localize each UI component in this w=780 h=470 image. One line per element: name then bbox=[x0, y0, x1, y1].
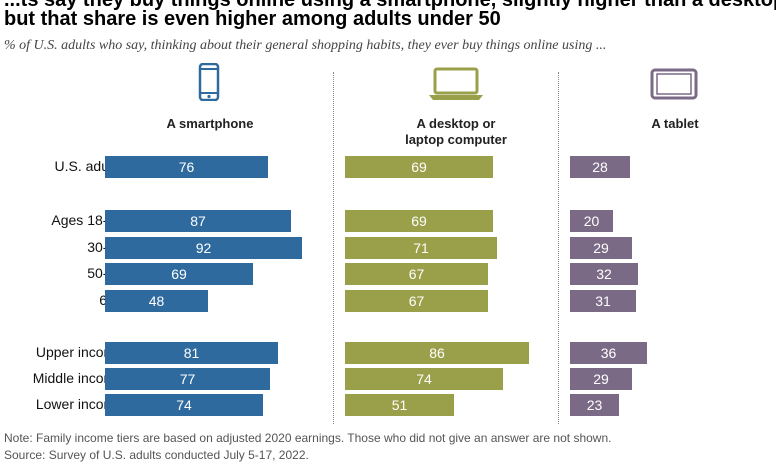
bar-smartphone: 74 bbox=[105, 394, 263, 416]
bar-tablet: 23 bbox=[570, 394, 619, 416]
chart-title-line-2: but that share is even higher among adul… bbox=[4, 8, 501, 29]
column-label-smartphone: A smartphone bbox=[166, 116, 254, 131]
tablet-icon bbox=[650, 68, 698, 100]
row-label: Upper income bbox=[35, 344, 123, 360]
bar-value-label: 74 bbox=[416, 371, 432, 387]
bar-smartphone: 77 bbox=[105, 368, 270, 390]
bar-value-label: 32 bbox=[596, 266, 612, 282]
smartphone-icon bbox=[198, 63, 220, 101]
bar-smartphone: 76 bbox=[105, 156, 268, 178]
column-label-tablet: A tablet bbox=[651, 116, 699, 131]
bar-value-label: 81 bbox=[183, 345, 200, 361]
bar-value-label: 29 bbox=[593, 371, 609, 387]
bar-computer: 71 bbox=[345, 237, 497, 259]
bar-tablet: 36 bbox=[570, 342, 647, 364]
bar-tablet: 28 bbox=[570, 156, 630, 178]
bar-value-label: 69 bbox=[411, 159, 427, 175]
bar-smartphone: 69 bbox=[105, 263, 253, 285]
bar-value-label: 92 bbox=[195, 240, 212, 256]
chart-title-line-1: ...ts say they buy things online using a… bbox=[4, 0, 776, 11]
bar-value-label: 23 bbox=[586, 397, 603, 413]
bar-tablet: 29 bbox=[570, 237, 632, 259]
bar-value-label: 76 bbox=[178, 159, 195, 175]
column-label-computer: A desktop or laptop computer bbox=[405, 116, 507, 147]
bar-value-label: 67 bbox=[408, 266, 425, 282]
bar-value-label: 87 bbox=[190, 213, 206, 229]
bar-value-label: 51 bbox=[391, 397, 408, 413]
chart-source: Source: Survey of U.S. adults conducted … bbox=[4, 448, 309, 462]
laptop-icon bbox=[429, 67, 483, 100]
bar-computer: 51 bbox=[345, 394, 454, 416]
bar-computer: 67 bbox=[345, 290, 488, 312]
bar-value-label: 48 bbox=[148, 293, 165, 309]
bar-smartphone: 81 bbox=[105, 342, 278, 364]
bar-value-label: 86 bbox=[429, 345, 445, 361]
bar-smartphone: 87 bbox=[105, 210, 291, 232]
bar-value-label: 29 bbox=[593, 240, 609, 256]
bar-value-label: 77 bbox=[179, 371, 196, 387]
chart-subtitle: % of U.S. adults who say, thinking about… bbox=[4, 38, 607, 53]
bar-computer: 69 bbox=[345, 156, 493, 178]
bar-computer: 69 bbox=[345, 210, 493, 232]
bar-value-label: 67 bbox=[408, 293, 425, 309]
row-label: Lower income bbox=[35, 396, 123, 412]
bar-value-label: 28 bbox=[592, 159, 608, 175]
bar-computer: 67 bbox=[345, 263, 488, 285]
bar-computer: 74 bbox=[345, 368, 503, 390]
chart-note: Note: Family income tiers are based on a… bbox=[4, 431, 612, 445]
bar-value-label: 31 bbox=[595, 293, 611, 309]
chart-title: ...ts say they buy things online using a… bbox=[4, 0, 776, 29]
bar-value-label: 20 bbox=[583, 213, 600, 229]
bar-smartphone: 48 bbox=[105, 290, 208, 312]
column-divider-1 bbox=[333, 72, 334, 424]
bar-smartphone: 92 bbox=[105, 237, 302, 259]
bar-tablet: 31 bbox=[570, 290, 636, 312]
bar-value-label: 69 bbox=[171, 266, 187, 282]
bar-value-label: 71 bbox=[413, 240, 429, 256]
bar-tablet: 29 bbox=[570, 368, 632, 390]
bar-value-label: 74 bbox=[176, 397, 192, 413]
bar-tablet: 32 bbox=[570, 263, 638, 285]
bar-computer: 86 bbox=[345, 342, 529, 364]
bar-tablet: 20 bbox=[570, 210, 613, 232]
column-divider-2 bbox=[558, 72, 559, 424]
bar-value-label: 36 bbox=[600, 345, 617, 361]
row-label: Middle income bbox=[32, 370, 123, 386]
bar-value-label: 69 bbox=[411, 213, 427, 229]
